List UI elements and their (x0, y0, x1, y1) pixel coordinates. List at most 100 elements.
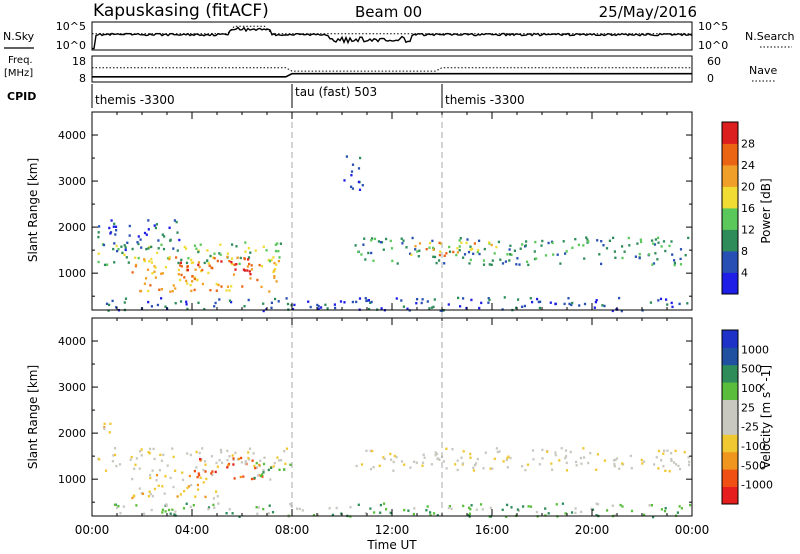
power-ytick-label-0: 1000 (58, 267, 86, 280)
velocity-cell-4-42 (657, 449, 661, 453)
power-cell-3-14 (176, 231, 179, 234)
power-colorbar-cell-0 (722, 272, 738, 295)
velocity-cell-6-83 (340, 512, 343, 515)
nave-trace (92, 67, 692, 72)
velocity-cell-4-8 (560, 447, 563, 450)
power-cell-7-61 (185, 300, 188, 303)
velocity-cell-6-70 (169, 512, 172, 515)
power-cell-0-33 (106, 263, 109, 266)
velocity-cell-4-129 (369, 449, 372, 453)
power-cell-7-16 (430, 306, 434, 309)
velocity-cell-2-24 (239, 475, 242, 479)
power-cell-7-60 (470, 298, 473, 302)
velocity-cell-6-35 (522, 505, 525, 508)
power-cell-2-12 (248, 270, 251, 273)
power-cell-1-9 (273, 269, 276, 272)
power-cell-1-92 (160, 288, 163, 291)
velocity-cell-0-13 (220, 451, 223, 454)
station-title: Kapuskasing (fitACF) (93, 1, 269, 21)
power-cell-1-64 (168, 257, 171, 261)
power-cell-4-46 (462, 256, 465, 259)
velocity-cell-4-85 (423, 456, 426, 459)
power-cell-6-0 (345, 155, 348, 158)
power-colorbar-tick-1: 8 (741, 245, 748, 258)
velocity-cell-1-8 (131, 496, 134, 500)
power-cell-1-34 (213, 257, 216, 260)
velocity-cell-4-115 (554, 453, 557, 457)
velocity-cell-6-90 (312, 514, 316, 517)
power-cell-7-32 (457, 296, 460, 300)
power-cell-7-88 (521, 305, 524, 308)
power-cell-7-102 (666, 303, 669, 306)
velocity-cell-0-20 (247, 451, 250, 454)
power-cell-7-2 (150, 305, 153, 308)
power-cell-7-82 (659, 297, 663, 301)
power-cell-0-54 (113, 261, 116, 264)
nsky-trace (92, 26, 693, 50)
power-cell-7-78 (416, 298, 419, 301)
power-cell-1-39 (228, 289, 231, 292)
power-cell-4-116 (432, 246, 435, 250)
velocity-colorbar-cell-0 (722, 486, 738, 505)
velocity-cell-4-75 (660, 459, 663, 462)
power-cell-4-58 (411, 236, 414, 240)
velocity-cell-1-34 (190, 483, 193, 487)
cpid-segment-0: themis -3300 (95, 93, 175, 107)
velocity-cell-4-65 (506, 456, 509, 460)
velocity-cell-4-29 (663, 449, 666, 452)
power-cell-2-1 (228, 259, 231, 263)
velocity-cell-1-2 (151, 495, 154, 498)
velocity-cell-4-35 (365, 449, 368, 452)
velocity-cell-6-134 (432, 512, 436, 515)
velocity-cell-1-3 (202, 481, 205, 484)
power-cell-7-76 (368, 308, 371, 311)
power-cell-3-35 (114, 225, 118, 228)
velocity-cell-6-18 (595, 502, 598, 505)
power-cell-7-12 (523, 304, 526, 308)
power-cell-7-136 (228, 299, 232, 302)
power-cell-4-59 (382, 248, 385, 251)
velocity-cell-6-78 (267, 512, 270, 515)
velocity-cell-6-125 (429, 513, 432, 517)
velocity-cell-4-18 (666, 449, 669, 452)
power-cell-1-47 (146, 268, 150, 271)
velocity-cell-2-10 (197, 472, 200, 475)
velocity-cell-0-50 (280, 459, 283, 462)
power-cell-7-53 (293, 303, 296, 307)
velocity-cell-0-40 (221, 461, 224, 464)
power-cell-5-0 (439, 250, 442, 253)
power-cell-4-118 (639, 238, 642, 241)
power-cell-4-155 (431, 239, 434, 243)
power-cell-4-93 (574, 238, 577, 241)
power-cell-7-105 (480, 301, 483, 305)
power-cell-4-62 (400, 237, 403, 240)
velocity-cell-6-26 (680, 507, 683, 510)
power-cell-5-16 (425, 248, 428, 251)
power-cell-1-77 (192, 261, 195, 264)
velocity-colorbar-tick-6: 500 (741, 363, 762, 376)
velocity-cell-0-30 (140, 448, 143, 451)
power-cell-0-36 (247, 247, 250, 250)
power-cell-1-32 (179, 264, 182, 267)
power-cell-7-94 (595, 299, 598, 302)
power-cell-4-56 (468, 262, 471, 265)
velocity-cell-4-98 (472, 466, 475, 469)
power-cell-7-89 (286, 302, 290, 306)
velocity-cells (97, 422, 692, 519)
power-cell-4-127 (362, 243, 365, 246)
velocity-cell-6-139 (426, 505, 429, 508)
power-cell-0-69 (231, 243, 234, 246)
power-cell-7-70 (529, 297, 532, 300)
velocity-colorbar-frame (721, 329, 739, 505)
power-cell-4-96 (586, 238, 589, 241)
velocity-cell-6-64 (373, 511, 376, 514)
velocity-cell-4-49 (505, 458, 508, 462)
power-cell-4-69 (623, 250, 626, 253)
velocity-cell-6-14 (262, 507, 265, 511)
power-cell-5-21 (445, 252, 448, 255)
power-cell-5-3 (490, 243, 493, 247)
velocity-cell-0-16 (115, 464, 118, 468)
power-cell-4-128 (438, 259, 441, 262)
power-cell-1-53 (135, 263, 138, 267)
power-cell-4-111 (664, 249, 667, 253)
